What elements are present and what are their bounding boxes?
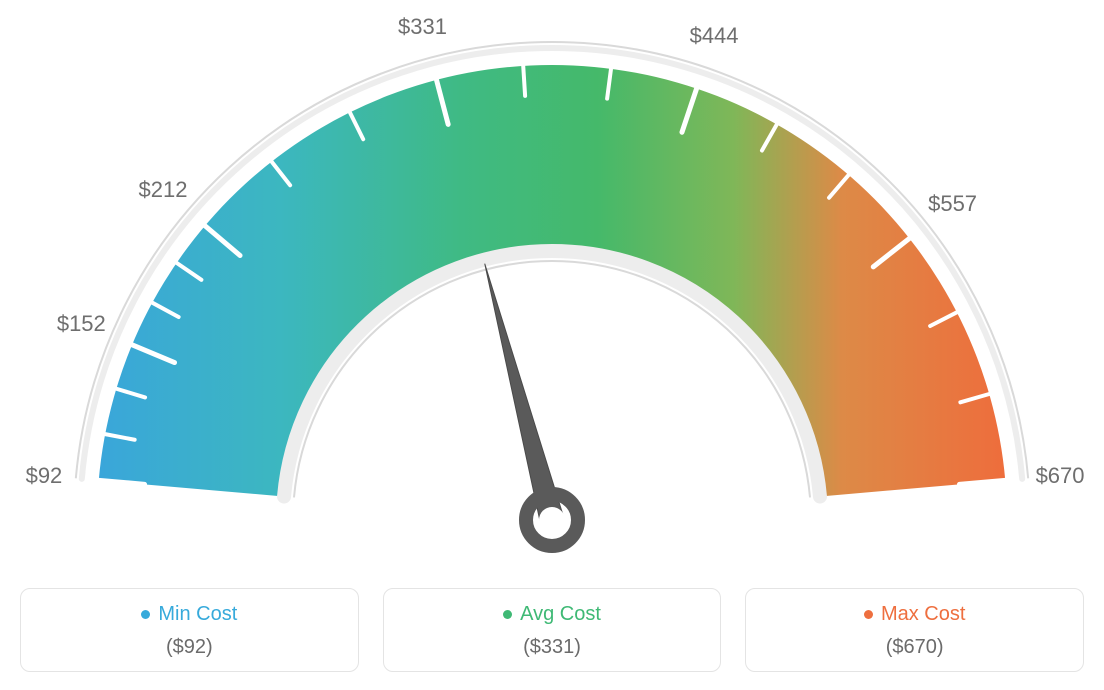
legend-card-min: Min Cost ($92) xyxy=(20,588,359,672)
legend-title-max: Max Cost xyxy=(864,603,965,626)
legend-value-avg: ($331) xyxy=(394,636,711,659)
legend-label-avg: Avg Cost xyxy=(520,603,601,626)
legend-value-min: ($92) xyxy=(31,636,348,659)
legend-card-avg: Avg Cost ($331) xyxy=(383,588,722,672)
legend-row: Min Cost ($92) Avg Cost ($331) Max Cost … xyxy=(0,588,1104,672)
gauge-tick-label: $152 xyxy=(57,311,106,337)
gauge-tick-label: $670 xyxy=(1036,463,1085,489)
gauge-tick-label: $557 xyxy=(928,191,977,217)
gauge-tick-label: $331 xyxy=(398,14,447,40)
legend-title-min: Min Cost xyxy=(141,603,237,626)
gauge-tick-label: $212 xyxy=(139,177,188,203)
legend-dot-max xyxy=(864,610,873,619)
legend-card-max: Max Cost ($670) xyxy=(745,588,1084,672)
legend-label-min: Min Cost xyxy=(158,603,237,626)
legend-dot-avg xyxy=(503,610,512,619)
gauge-tick-label: $444 xyxy=(690,23,739,49)
gauge-svg xyxy=(0,0,1104,560)
legend-label-max: Max Cost xyxy=(881,603,965,626)
gauge-area: $92 $152 $212 $331 $444 $557 $670 xyxy=(0,0,1104,560)
legend-title-avg: Avg Cost xyxy=(503,603,601,626)
gauge-tick-label: $92 xyxy=(26,463,63,489)
legend-value-max: ($670) xyxy=(756,636,1073,659)
cost-gauge-widget: $92 $152 $212 $331 $444 $557 $670 Min Cost ($9… xyxy=(0,0,1104,690)
legend-dot-min xyxy=(141,610,150,619)
